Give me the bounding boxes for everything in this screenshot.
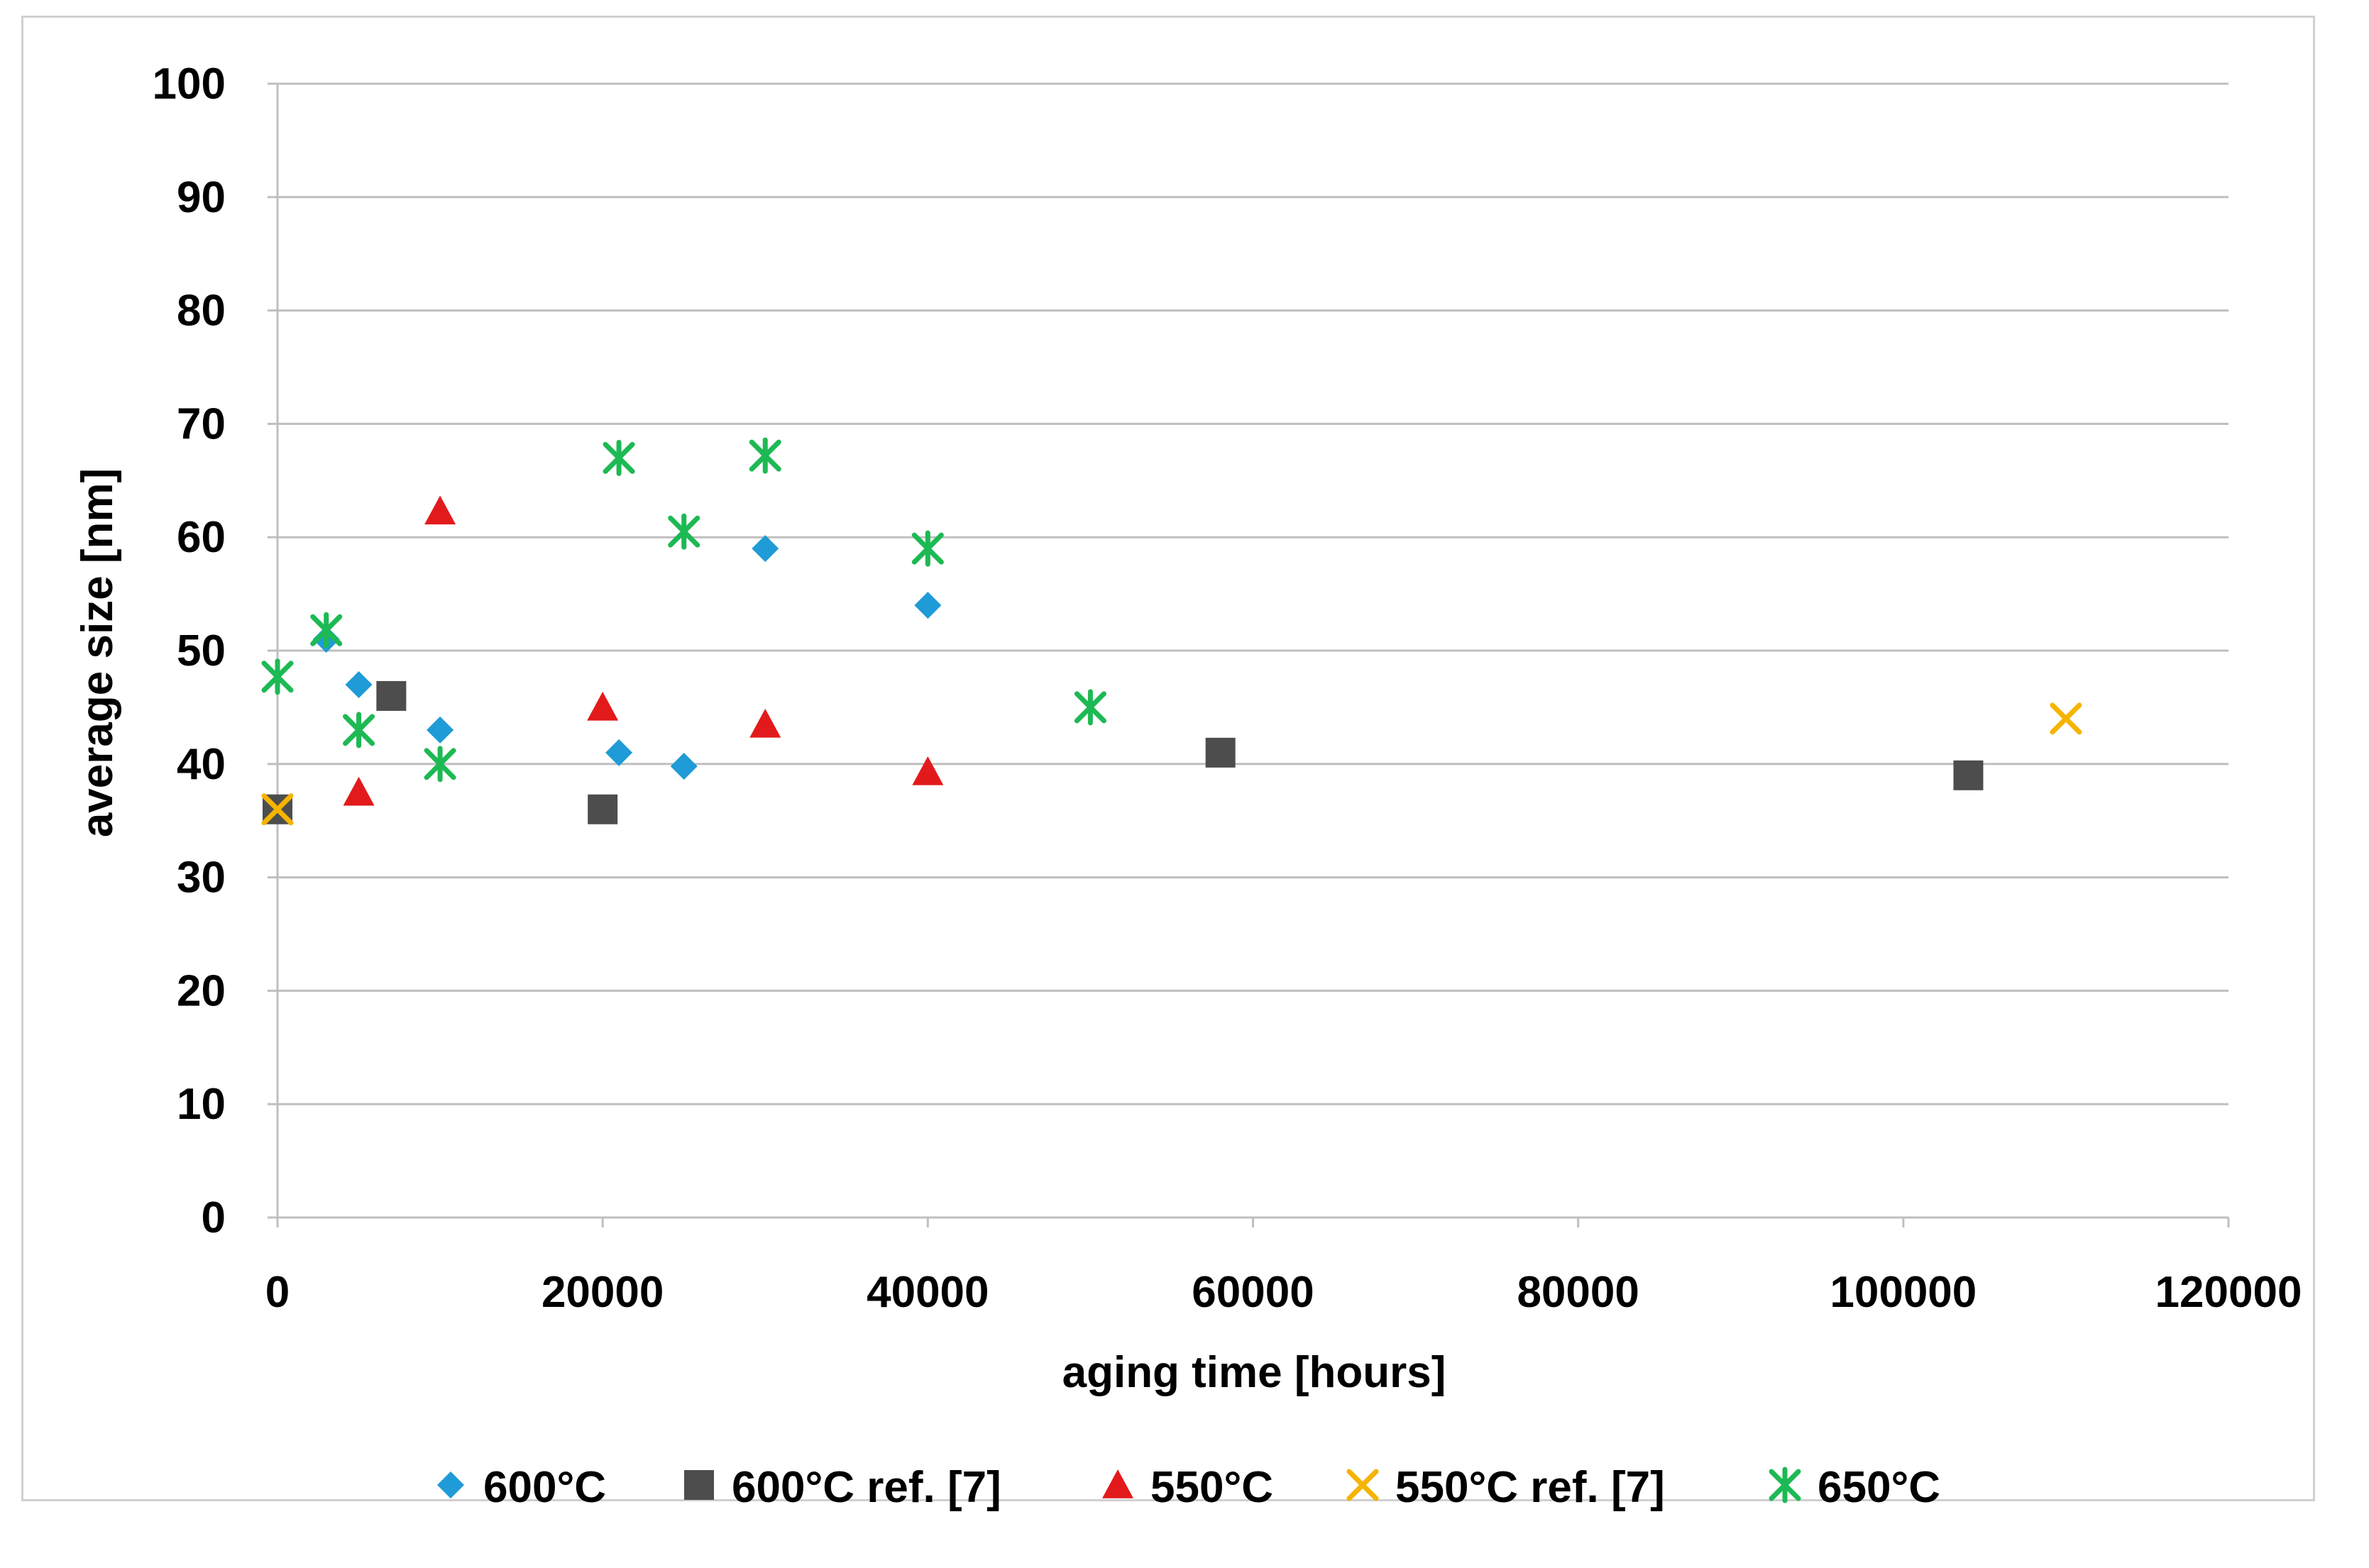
legend-marker	[1346, 1469, 1379, 1501]
data-point	[261, 658, 294, 695]
legend-label: 650°C	[1818, 1463, 1940, 1512]
data-point	[911, 530, 944, 567]
x-tick-label: 40000	[867, 1268, 989, 1317]
data-point	[424, 746, 456, 783]
y-tick-label: 0	[202, 1193, 226, 1242]
data-point	[752, 535, 779, 563]
data-point	[345, 670, 373, 698]
data-point	[912, 756, 944, 785]
legend-marker	[1769, 1467, 1801, 1503]
data-point	[2050, 702, 2082, 735]
data-point	[588, 794, 618, 824]
legend-marker	[437, 1472, 464, 1498]
data-point	[670, 752, 698, 780]
y-tick-label: 10	[177, 1080, 226, 1129]
data-point	[261, 793, 294, 826]
data-point	[1074, 689, 1106, 726]
y-tick-labels: 0 10 20 30 40 50 60 70 80 90 100	[153, 60, 226, 1242]
data-point	[605, 739, 633, 766]
y-tick-label: 70	[177, 399, 226, 448]
data-point	[1205, 737, 1236, 768]
data-point	[427, 716, 454, 744]
legend-label: 600°C	[483, 1463, 606, 1512]
legend-label: 600°C ref. [7]	[732, 1463, 1001, 1512]
series-1	[263, 680, 1984, 824]
x-tick-label: 60000	[1192, 1268, 1314, 1317]
legend: 600°C 600°C ref. [7] 550°C 550°C ref. [7] 65…	[437, 1463, 1940, 1512]
y-tick-label: 30	[177, 854, 226, 902]
legend-item: 600°C ref. [7]	[684, 1463, 1001, 1512]
x-tick-label: 100000	[1830, 1268, 1977, 1317]
legend-item: 550°C ref. [7]	[1346, 1463, 1665, 1512]
x-tick-label: 120000	[2155, 1268, 2302, 1317]
data-point	[749, 437, 781, 474]
data-point	[376, 680, 407, 711]
x-axis-title: aging time [hours]	[1062, 1348, 1446, 1397]
legend-item: 600°C	[437, 1463, 606, 1512]
legend-marker	[684, 1470, 714, 1500]
legend-item: 650°C	[1769, 1463, 1940, 1512]
series-2	[343, 495, 944, 806]
data-points	[261, 437, 2082, 826]
legend-label: 550°C	[1150, 1463, 1273, 1512]
legend-marker	[1102, 1469, 1133, 1498]
data-point	[310, 612, 343, 648]
x-tick-label: 80000	[1517, 1268, 1639, 1317]
y-tick-label: 40	[177, 740, 226, 789]
series-3	[261, 702, 2082, 826]
x-tick-labels: 0 20000 40000 60000 80000 100000 120000	[265, 1268, 2302, 1317]
gridlines	[277, 82, 2228, 1105]
data-point	[424, 495, 456, 525]
data-point	[749, 708, 781, 738]
y-tick-label: 60	[177, 513, 226, 562]
axes	[268, 82, 2230, 1227]
y-tick-label: 100	[153, 60, 226, 109]
y-tick-label: 50	[177, 626, 226, 675]
chart-frame	[21, 16, 2315, 1501]
data-point	[603, 439, 635, 476]
data-point	[343, 776, 375, 806]
data-point	[668, 513, 700, 550]
y-tick-label: 80	[177, 287, 226, 336]
legend-label: 550°C ref. [7]	[1395, 1463, 1665, 1512]
data-point	[1953, 760, 1984, 790]
y-tick-label: 90	[177, 173, 226, 222]
legend-item: 550°C	[1102, 1463, 1273, 1512]
data-point	[587, 691, 619, 721]
y-axis-title: average size [nm]	[73, 468, 122, 837]
x-tick-label: 20000	[542, 1268, 664, 1317]
data-point	[343, 712, 375, 749]
series-0	[264, 535, 942, 823]
y-tick-label: 20	[177, 966, 226, 1015]
series-4	[261, 437, 1106, 783]
x-tick-label: 0	[265, 1268, 290, 1317]
data-point	[914, 592, 942, 619]
